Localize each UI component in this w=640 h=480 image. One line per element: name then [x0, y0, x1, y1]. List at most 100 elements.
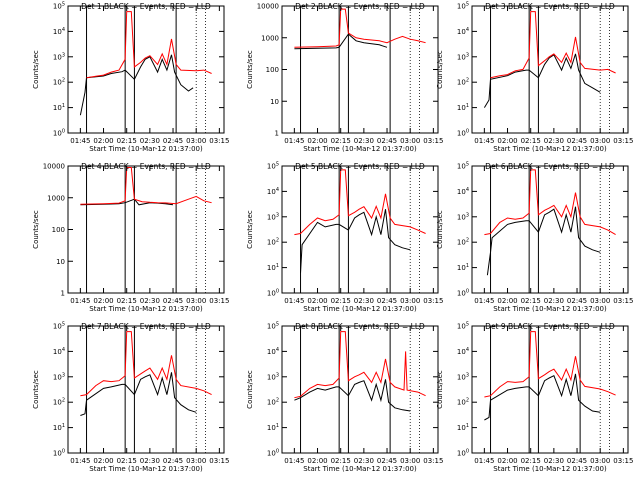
series-line-lld — [484, 169, 616, 236]
x-tick-label: 02:15 — [331, 137, 351, 145]
x-tick-label: 02:30 — [140, 297, 160, 305]
x-tick-label: 02:15 — [117, 457, 137, 465]
x-axis-label: Start Time (10-Mar-12 01:37:00) — [493, 305, 607, 313]
y-tick-label: 1 — [61, 290, 65, 298]
panel-9: Det 9 BLACK = Events, RED = LLD100101102… — [436, 322, 633, 474]
y-tick-label: 104 — [267, 187, 279, 196]
y-axis-label: Counts/sec — [32, 370, 40, 409]
y-tick-label: 100 — [53, 449, 65, 458]
y-tick-label: 1 — [275, 130, 279, 138]
y-tick-label: 100 — [53, 129, 65, 138]
x-tick-label: 02:15 — [117, 137, 137, 145]
series-line-events — [484, 373, 601, 421]
x-tick-label: 01:45 — [284, 297, 304, 305]
plot-frame — [67, 5, 225, 134]
x-tick-label: 02:00 — [497, 457, 517, 465]
series-line-lld — [86, 11, 212, 79]
y-tick-label: 10 — [56, 258, 65, 266]
y-tick-label: 103 — [53, 52, 65, 61]
series-line-lld — [294, 169, 426, 236]
x-tick-label: 03:00 — [186, 137, 206, 145]
x-axis-label: Start Time (10-Mar-12 01:37:00) — [303, 305, 417, 313]
x-tick-label: 03:15 — [613, 457, 633, 465]
y-axis-label: Counts/sec — [246, 210, 254, 249]
x-tick-label: 03:15 — [209, 457, 229, 465]
y-tick-label: 105 — [267, 162, 279, 171]
y-axis-label: Counts/sec — [246, 50, 254, 89]
x-tick-label: 02:00 — [307, 457, 327, 465]
y-tick-label: 105 — [457, 322, 469, 331]
x-tick-label: 02:30 — [544, 457, 564, 465]
x-tick-label: 02:30 — [354, 137, 374, 145]
y-axis-label: Counts/sec — [436, 370, 444, 409]
y-tick-label: 10000 — [43, 163, 65, 171]
y-tick-label: 104 — [267, 347, 279, 356]
x-tick-label: 03:15 — [613, 137, 633, 145]
x-tick-label: 02:15 — [521, 297, 541, 305]
x-tick-label: 01:45 — [284, 137, 304, 145]
plot-frame — [471, 165, 629, 294]
y-tick-label: 101 — [53, 103, 65, 112]
y-tick-label: 104 — [457, 187, 469, 196]
y-tick-label: 100 — [266, 66, 279, 74]
x-tick-label: 03:15 — [209, 137, 229, 145]
x-tick-label: 02:00 — [307, 297, 327, 305]
y-tick-label: 104 — [457, 347, 469, 356]
y-tick-label: 1000 — [47, 194, 65, 202]
y-tick-label: 1000 — [261, 34, 279, 42]
series-line-events — [300, 209, 411, 274]
y-tick-label: 103 — [53, 372, 65, 381]
y-tick-label: 10 — [270, 98, 279, 106]
series-line-lld — [294, 8, 426, 48]
x-tick-label: 02:00 — [93, 137, 113, 145]
y-tick-label: 103 — [267, 212, 279, 221]
series-line-lld — [80, 331, 212, 397]
y-tick-label: 105 — [53, 322, 65, 331]
y-tick-label: 100 — [52, 226, 65, 234]
x-tick-label: 03:00 — [590, 137, 610, 145]
y-tick-label: 104 — [53, 347, 65, 356]
series-line-lld — [484, 331, 616, 398]
y-tick-label: 103 — [457, 52, 469, 61]
x-tick-label: 02:15 — [117, 297, 137, 305]
panel-7: Det 7 BLACK = Events, RED = LLD100101102… — [32, 322, 229, 474]
x-tick-label: 02:00 — [497, 137, 517, 145]
y-tick-label: 102 — [457, 398, 469, 407]
y-tick-label: 101 — [267, 263, 279, 272]
x-tick-label: 02:00 — [93, 457, 113, 465]
series-line-lld — [490, 11, 616, 79]
x-tick-label: 03:00 — [400, 297, 420, 305]
x-tick-label: 01:45 — [284, 457, 304, 465]
x-tick-label: 01:45 — [70, 297, 90, 305]
x-tick-label: 02:45 — [377, 137, 397, 145]
x-tick-label: 02:00 — [307, 137, 327, 145]
x-tick-label: 03:00 — [186, 457, 206, 465]
plot-frame — [281, 5, 439, 134]
x-tick-label: 02:45 — [377, 457, 397, 465]
y-tick-label: 103 — [267, 372, 279, 381]
y-tick-label: 103 — [457, 212, 469, 221]
y-tick-label: 102 — [267, 398, 279, 407]
x-tick-label: 01:45 — [70, 137, 90, 145]
panel-3: Det 3 BLACK = Events, RED = LLD100101102… — [436, 2, 633, 154]
series-line-events — [294, 33, 388, 50]
x-tick-label: 03:15 — [423, 137, 443, 145]
y-tick-label: 104 — [53, 27, 65, 36]
y-tick-label: 105 — [457, 2, 469, 11]
x-tick-label: 03:00 — [590, 297, 610, 305]
x-tick-label: 03:00 — [400, 457, 420, 465]
panel-8: Det 8 BLACK = Events, RED = LLD100101102… — [246, 322, 443, 474]
y-tick-label: 102 — [53, 398, 65, 407]
x-tick-label: 02:30 — [140, 457, 160, 465]
y-tick-label: 101 — [457, 103, 469, 112]
y-tick-label: 100 — [457, 289, 469, 298]
x-tick-label: 02:45 — [567, 137, 587, 145]
y-tick-label: 102 — [457, 238, 469, 247]
x-tick-label: 02:30 — [544, 297, 564, 305]
x-tick-label: 03:15 — [613, 297, 633, 305]
plot-frame — [471, 5, 629, 134]
x-tick-label: 02:30 — [140, 137, 160, 145]
y-tick-label: 101 — [457, 423, 469, 432]
y-axis-label: Counts/sec — [436, 210, 444, 249]
x-tick-label: 02:15 — [331, 297, 351, 305]
